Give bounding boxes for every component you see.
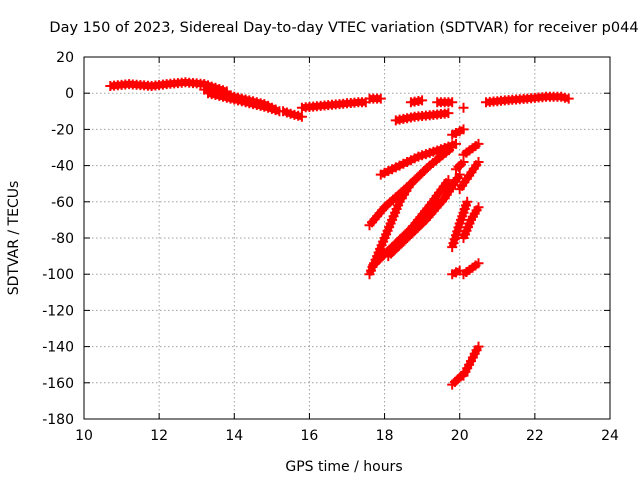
series-arc-r4 <box>454 157 484 195</box>
y-tick-label: -180 <box>42 412 74 428</box>
y-axis-label: SDTVAR / TECUs <box>6 181 22 296</box>
y-tick-label: -120 <box>42 303 74 319</box>
series-arc-descend-3 <box>375 138 461 180</box>
y-tick-label: -40 <box>51 159 74 175</box>
series-point-markers <box>447 265 465 280</box>
series-arc-descend-4 <box>368 175 454 271</box>
x-tick-label: 24 <box>601 428 619 444</box>
series-arc-short-a <box>364 93 386 104</box>
x-axis-label: GPS time / hours <box>285 459 402 475</box>
y-tick-label: -20 <box>51 122 74 138</box>
x-tick-label: 12 <box>150 428 168 444</box>
series-point-markers <box>458 202 484 243</box>
series-point-markers <box>458 341 484 381</box>
y-tick-label: -100 <box>42 267 74 283</box>
x-tick-label: 16 <box>301 428 319 444</box>
series-arc-r2 <box>458 138 484 160</box>
series-arc-short-b <box>390 108 454 126</box>
series-arc-r5 <box>447 196 473 253</box>
series-point-markers <box>458 258 484 280</box>
series-arc-r1 <box>447 124 469 140</box>
series-arc-main-3 <box>203 88 285 117</box>
series-arc-dot-1 <box>458 102 469 113</box>
y-tick-label: 0 <box>65 86 74 102</box>
series-point-markers <box>203 88 285 117</box>
y-tick-label: -60 <box>51 195 74 211</box>
x-tick-label: 18 <box>376 428 394 444</box>
series-point-markers <box>451 157 469 175</box>
series-point-markers <box>364 93 386 104</box>
plot-frame <box>83 56 611 420</box>
series-arc-r3 <box>451 157 469 175</box>
series-point-markers <box>447 124 469 140</box>
data-layer <box>105 77 574 390</box>
chart-title: Day 150 of 2023, Sidereal Day-to-day VTE… <box>49 20 638 36</box>
series-point-markers <box>375 138 461 180</box>
series-arc-r10 <box>458 341 484 381</box>
series-point-markers <box>481 91 574 108</box>
series-arc-mid <box>296 97 371 113</box>
y-tick-label: -140 <box>42 340 74 356</box>
series-point-markers <box>458 138 484 160</box>
series-point-markers <box>454 157 484 195</box>
y-tick-label: 20 <box>56 50 74 66</box>
series-point-markers <box>447 196 473 253</box>
series-point-markers <box>390 108 454 126</box>
series-point-markers <box>405 95 428 108</box>
x-tick-label: 14 <box>225 428 243 444</box>
series-arc-short-d <box>432 97 458 108</box>
series-arc-short-c <box>405 95 428 108</box>
series-arc-r8 <box>458 258 484 280</box>
series-point-markers <box>458 102 469 113</box>
y-tick-label: -160 <box>42 376 74 392</box>
series-arc-right <box>481 91 574 108</box>
series-point-markers <box>278 106 307 122</box>
series-arc-r6 <box>458 202 484 243</box>
x-tick-label: 10 <box>75 428 93 444</box>
x-tick-label: 20 <box>451 428 469 444</box>
series-track <box>453 159 466 172</box>
x-tick-label: 22 <box>526 428 544 444</box>
series-point-markers <box>296 97 371 113</box>
series-arc-r7 <box>447 265 465 280</box>
tick-layer: 10 12 14 16 18 20 22 24 -180 -160 -140 -120 -100 -80 -… <box>42 50 619 444</box>
series-arc-descend-2 <box>364 142 458 231</box>
y-tick-label: -80 <box>51 231 74 247</box>
series-point-markers <box>368 175 454 271</box>
grid-layer <box>84 57 610 419</box>
series-arc-descend-5 <box>383 169 465 262</box>
series-point-markers <box>364 142 458 231</box>
series-arc-dip <box>278 106 307 122</box>
series-point-markers <box>383 169 465 262</box>
series-point-markers <box>432 97 458 108</box>
